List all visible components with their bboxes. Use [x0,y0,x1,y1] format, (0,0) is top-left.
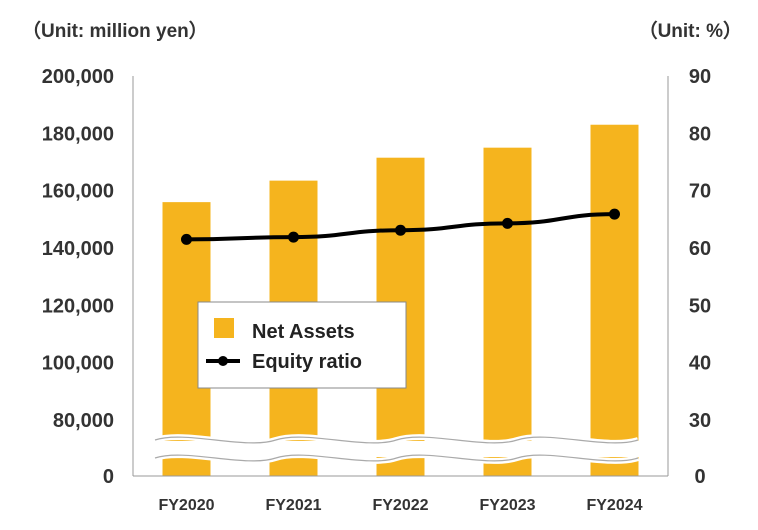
left-tick-label-zero: 0 [103,466,114,488]
legend-label-equity-ratio: Equity ratio [252,351,362,373]
equity-ratio-point-FY2021 [288,231,299,243]
right-tick-label: 40 [689,353,711,375]
legend-swatch-net-assets [214,318,234,338]
right-tick-label: 80 [689,123,711,145]
left-tick-label: 180,000 [42,123,114,145]
equity-ratio-point-FY2023 [502,217,513,229]
axis-break-band [153,434,640,464]
left-tick-label: 80,000 [53,410,114,432]
left-tick-label: 120,000 [42,295,114,317]
left-tick-label: 140,000 [42,238,114,260]
right-tick-label: 30 [689,410,711,432]
x-tick-label-FY2021: FY2021 [265,497,321,514]
axis-break-gap [153,441,640,457]
equity-ratio-point-FY2020 [181,233,192,245]
right-tick-label: 90 [689,66,711,88]
legend-marker-equity-ratio [218,356,228,366]
legend-box [197,301,407,389]
right-axis-unit: （Unit: %） [639,19,742,42]
bar-FY2024 [590,124,639,476]
left-axis-unit: （Unit: million yen） [22,19,208,42]
legend: Net Assets Equity ratio [197,301,407,389]
equity-ratio-line [181,208,620,245]
axis-break-bottom-edge [154,454,639,462]
left-axis-ticks: 200,000 180,000 160,000 140,000 120,000 100,0… [42,66,114,488]
x-tick-label-FY2024: FY2024 [586,497,642,514]
right-axis-ticks: 90 80 70 60 50 40 30 0 [689,66,711,488]
net-assets-bars [162,124,639,476]
left-tick-label: 100,000 [42,353,114,375]
right-tick-label: 60 [689,238,711,260]
equity-ratio-point-FY2022 [395,224,406,236]
x-tick-label-FY2022: FY2022 [372,497,428,514]
legend-label-net-assets: Net Assets [252,321,355,343]
left-tick-label: 200,000 [42,66,114,88]
bar-FY2023 [483,147,532,476]
equity-ratio-point-FY2024 [609,208,620,220]
x-tick-label-FY2023: FY2023 [479,497,535,514]
right-tick-label-zero: 0 [694,466,705,488]
right-tick-label: 70 [689,181,711,203]
left-tick-label: 160,000 [42,181,114,203]
axis-break-top-edge [154,436,639,444]
right-tick-label: 50 [689,295,711,317]
x-tick-label-FY2020: FY2020 [158,497,214,514]
x-axis-ticks: FY2020 FY2021 FY2022 FY2023 FY2024 [158,497,642,514]
